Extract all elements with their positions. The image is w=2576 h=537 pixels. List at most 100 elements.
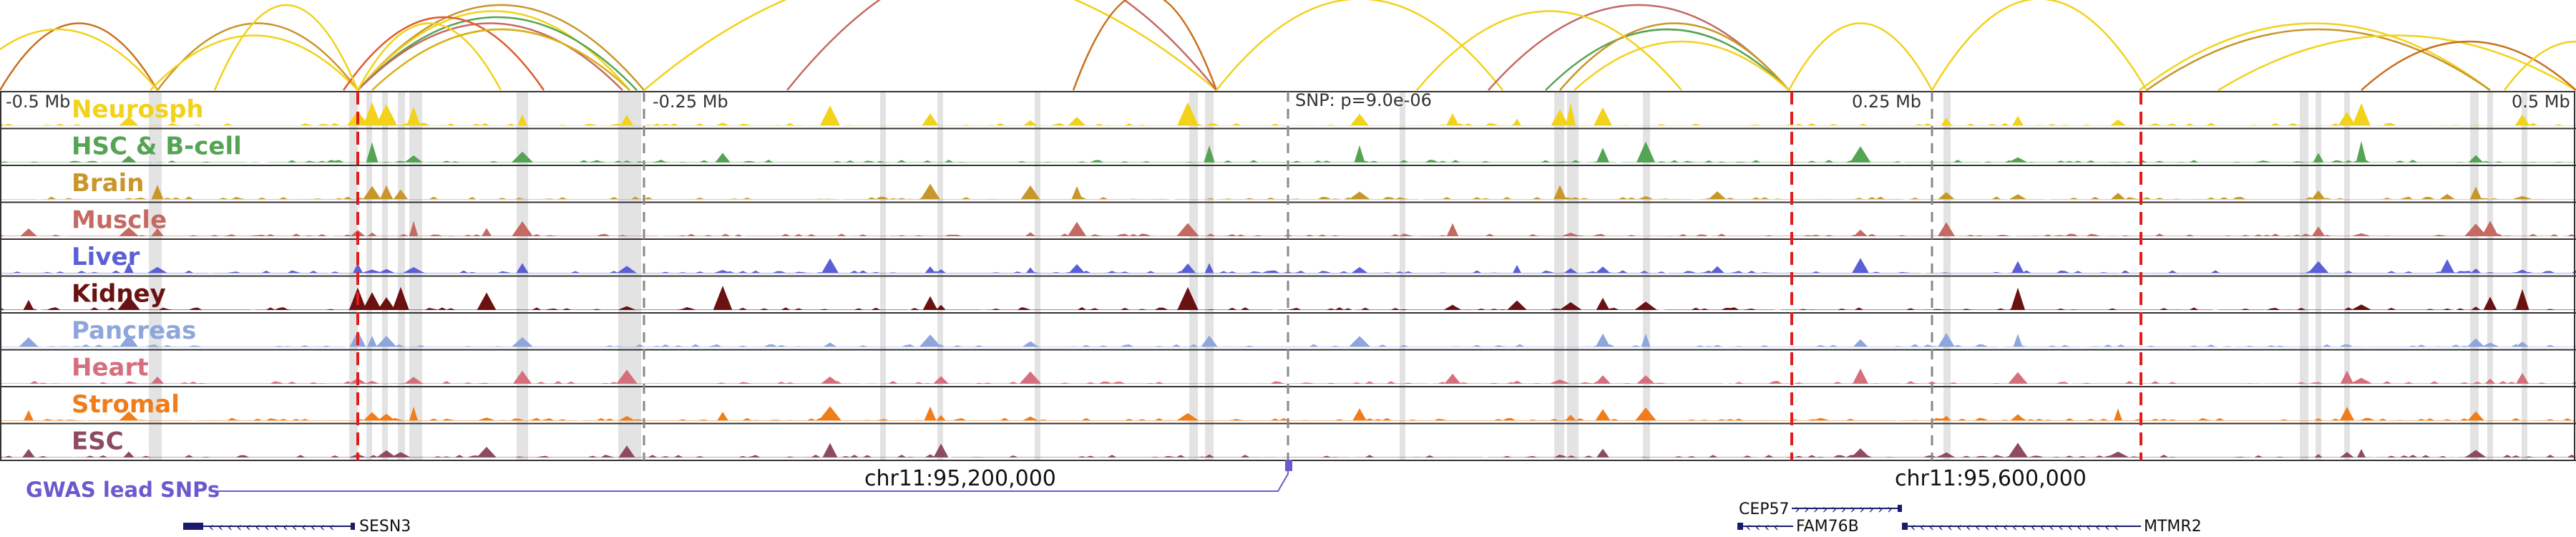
signal-peak [362, 292, 382, 310]
signal-peak [1596, 147, 1610, 163]
signal-peak [1351, 266, 1368, 274]
signal-peak [1071, 185, 1083, 200]
signal-peak [1853, 339, 1868, 347]
signal-peak [2484, 378, 2496, 384]
signal-peak [1512, 118, 1522, 126]
axis-mid-left-label: -0.25 Mb [653, 92, 728, 112]
signal-peak [379, 185, 394, 200]
signal-peak [922, 296, 938, 310]
signal-peak [1595, 375, 1611, 384]
signal-peak [481, 228, 492, 236]
signal-peak [1553, 454, 1566, 458]
interaction-arc [2146, 28, 2491, 92]
track-signal [0, 307, 2576, 310]
signal-peak [1559, 302, 1582, 310]
track-label: Muscle [72, 206, 167, 235]
signal-peak [2313, 454, 2323, 458]
signal-peak [512, 337, 533, 347]
gene-sesn3: ‹ ‹ ‹ ‹ ‹ ‹ ‹ ‹ ‹ ‹ ‹ ‹ ‹ ‹ SESN3 [183, 518, 411, 536]
signal-peak [2008, 372, 2028, 384]
interaction-arc [1416, 10, 1682, 91]
signal-peak [1636, 141, 1656, 163]
signal-peak [1850, 448, 1870, 458]
signal-peak [119, 116, 139, 126]
signal-peak [1350, 113, 1370, 126]
signal-peak [406, 106, 421, 126]
signal-peak [819, 105, 841, 126]
signal-peak [919, 334, 942, 347]
track-label: ESC [72, 427, 124, 456]
coord-label-1: chr11:95,200,000 [864, 466, 1056, 491]
signal-peak [477, 446, 497, 458]
signal-peak [1595, 266, 1611, 274]
signal-peak [366, 142, 379, 163]
signal-peak [924, 266, 936, 274]
signal-peak [24, 410, 34, 421]
signal-peak [1937, 452, 1956, 458]
signal-peak [2107, 451, 2129, 458]
gene-fam76b-exon [1737, 523, 1743, 530]
gene-mtmr2-exon [1902, 523, 1908, 530]
interaction-arc [1574, 40, 1790, 91]
interaction-arc [357, 22, 623, 91]
interaction-arc [371, 28, 630, 91]
signal-peak [377, 297, 396, 310]
signal-peak [1067, 221, 1087, 236]
signal-peak [1709, 266, 1725, 274]
interaction-arc [357, 10, 630, 91]
signal-peak [1938, 192, 1955, 200]
signal-peak [2351, 304, 2372, 310]
signal-peak [147, 266, 168, 274]
gene-cep57-label: CEP57 [1739, 500, 1790, 518]
signal-peak [618, 415, 635, 421]
track-signal [0, 417, 2576, 421]
signal-peak [2311, 190, 2326, 200]
signal-peak [2013, 334, 2023, 347]
signal-peak [819, 406, 841, 421]
signal-peak [377, 268, 396, 274]
signal-peak [2483, 296, 2497, 310]
axis-left-label: -0.5 Mb [6, 92, 70, 112]
signal-peak [1204, 454, 1215, 458]
signal-peak [1204, 263, 1214, 274]
signal-peak [1851, 258, 1870, 274]
signal-peak [716, 122, 730, 126]
signal-peak [2308, 261, 2329, 274]
region-markers [356, 92, 2142, 460]
signal-peak [1553, 185, 1567, 200]
signal-peak [352, 263, 364, 274]
signal-peak [409, 221, 419, 236]
signal-peak [1348, 336, 1371, 347]
signal-peak [117, 296, 140, 310]
signal-peak [1636, 375, 1655, 384]
signal-peak [1352, 408, 1367, 421]
signal-peak [1176, 223, 1199, 236]
loop-arcs [0, 0, 2576, 92]
snp-pvalue-label: SNP: p=9.0e-06 [1295, 90, 1432, 110]
signal-peak [924, 406, 937, 421]
track-labels: Neurosph HSC & B-cell Brain Muscle Liver Kidn… [72, 95, 242, 456]
interaction-arc [2139, 22, 2491, 91]
interaction-arc [1787, 22, 1933, 91]
signal-peak [363, 412, 381, 421]
signal-peak [2511, 195, 2534, 200]
signal-peak [1850, 146, 1871, 163]
interaction-arc [213, 4, 359, 91]
signal-peak [2313, 153, 2324, 163]
track-label: Pancreas [72, 316, 196, 345]
signal-peak [2515, 289, 2529, 310]
signal-peak [713, 270, 733, 274]
signal-peak [616, 266, 638, 274]
signal-peak [933, 376, 949, 384]
gwas-snp-marker [1285, 460, 1292, 471]
signal-peak [366, 336, 378, 347]
signal-peak [936, 415, 946, 421]
signal-peak [124, 262, 134, 274]
axis-right-label: 0.5 Mb [2512, 92, 2570, 112]
signal-peak [1941, 415, 1952, 421]
signal-peak [512, 221, 533, 236]
signal-peak [390, 452, 411, 458]
interaction-arc [150, 34, 358, 91]
signal-peak [364, 380, 380, 384]
